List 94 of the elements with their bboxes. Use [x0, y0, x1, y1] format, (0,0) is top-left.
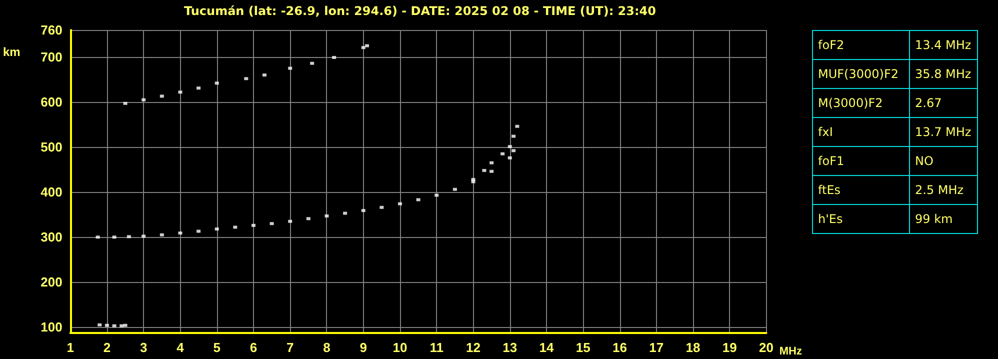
point	[361, 46, 366, 50]
category-label: M(3000)F2	[812, 88, 910, 118]
point	[262, 74, 266, 77]
y-tick-label: 760	[40, 22, 62, 38]
point	[96, 236, 100, 239]
point	[365, 44, 370, 48]
point	[112, 324, 116, 328]
point	[123, 324, 128, 327]
point	[310, 62, 314, 65]
point	[452, 188, 457, 191]
text: 99 km	[915, 212, 953, 226]
point	[270, 222, 274, 226]
x-tick-label: 1	[66, 340, 74, 355]
x-tick-label: 8	[323, 340, 330, 355]
y-tick-label: 200	[40, 274, 62, 290]
y-tick-label: 100	[40, 320, 62, 335]
point	[343, 212, 348, 215]
point	[361, 209, 366, 212]
x-tick-label: 19	[722, 340, 737, 355]
x-tick-label: 4	[176, 340, 185, 355]
text: 2.5 MHz	[915, 183, 964, 197]
x-tick-label: 16	[612, 340, 627, 355]
point	[196, 230, 201, 233]
point	[508, 156, 512, 160]
point	[490, 170, 494, 173]
y-axis-title: km	[3, 45, 20, 59]
category-label: foF1	[812, 146, 910, 176]
text: NO	[915, 154, 934, 168]
x-tick-label: 20	[759, 340, 774, 355]
point	[508, 145, 512, 148]
point	[398, 202, 402, 206]
point	[288, 220, 292, 223]
point	[471, 178, 476, 181]
category-label: fxI	[812, 118, 910, 146]
x-tick-label: 14	[539, 340, 554, 355]
chart-title: Tucumán (lat: -26.9, lon: 294.6) - DATE: 2025 02 08 - TIME (UT): 23:40	[184, 4, 656, 18]
point	[214, 228, 219, 230]
y-tick-label: 600	[40, 94, 62, 110]
point	[98, 323, 102, 326]
text: 13.4 MHz	[915, 38, 972, 52]
point	[490, 161, 494, 164]
x-tick-label: 18	[686, 340, 700, 355]
point	[160, 233, 164, 236]
category-label: MUF(3000)F2	[812, 60, 910, 88]
point	[512, 149, 516, 152]
text: 13.7 MHz	[915, 125, 972, 139]
x-axis-title: MHz	[779, 346, 802, 358]
point	[160, 94, 164, 98]
point	[196, 86, 201, 90]
point	[214, 82, 219, 85]
text: 35.8 MHz	[915, 67, 972, 81]
y-tick-label: 400	[40, 184, 62, 200]
point	[112, 236, 116, 239]
point	[306, 217, 310, 220]
point	[500, 152, 505, 156]
x-tick-label: 15	[576, 340, 590, 355]
y-tick-label: 700	[40, 50, 62, 65]
x-tick-label: 11	[430, 340, 444, 355]
point	[482, 168, 486, 172]
x-tick-label: 3	[140, 340, 148, 355]
y-tick-label: 500	[40, 140, 62, 155]
point	[244, 77, 248, 80]
category-label: ftEs	[812, 176, 910, 204]
y-tick-label: 300	[40, 230, 62, 245]
category-label: foF2	[812, 30, 910, 60]
text: 2.67	[915, 96, 942, 110]
x-tick-label: 7	[286, 340, 294, 355]
point	[233, 226, 238, 229]
point	[515, 124, 520, 128]
point	[251, 224, 256, 227]
point	[104, 324, 109, 327]
point	[142, 98, 146, 102]
point	[120, 324, 124, 328]
x-tick-label: 12	[466, 340, 480, 355]
point	[288, 66, 292, 70]
point	[434, 194, 439, 197]
x-tick-label: 6	[250, 340, 258, 355]
point	[380, 206, 384, 209]
category-label: h'Es	[812, 204, 910, 234]
x-tick-label: 17	[649, 340, 664, 355]
point	[126, 235, 131, 238]
point	[416, 198, 420, 202]
point	[142, 234, 146, 238]
point	[512, 134, 516, 138]
x-tick-label: 10	[392, 340, 408, 355]
x-tick-label: 9	[360, 340, 367, 355]
point	[324, 214, 329, 218]
x-tick-label: 13	[502, 340, 518, 355]
point	[178, 232, 182, 235]
point	[123, 102, 128, 105]
point	[332, 56, 336, 59]
x-tick-label: 5	[213, 340, 220, 355]
point	[178, 90, 182, 94]
x-tick-label: 2	[103, 340, 111, 355]
